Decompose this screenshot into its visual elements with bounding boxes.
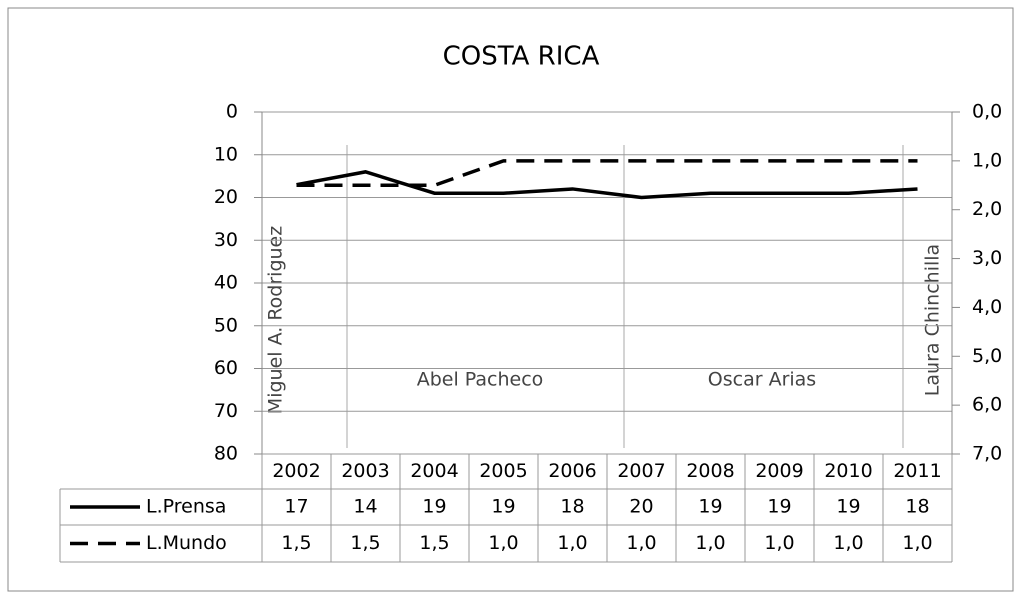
x-tick-label: 2009 xyxy=(755,460,803,482)
x-tick-label: 2008 xyxy=(686,460,734,482)
table-cell: 19 xyxy=(836,496,860,518)
table-cell: 14 xyxy=(353,496,377,518)
table-cell: 19 xyxy=(422,496,446,518)
series-line xyxy=(296,170,918,200)
y2-tick-label: 2,0 xyxy=(972,198,1002,220)
table-cell: 19 xyxy=(767,496,791,518)
table-cell: 1,0 xyxy=(626,532,656,554)
y-tick-label: 80 xyxy=(214,443,238,465)
table-cell: 1,5 xyxy=(281,532,311,554)
table-cell: 18 xyxy=(560,496,584,518)
table-cell: 1,0 xyxy=(557,532,587,554)
x-tick-label: 2007 xyxy=(617,460,665,482)
y-tick-label: 70 xyxy=(214,400,238,422)
y2-tick-label: 1,0 xyxy=(972,149,1002,171)
annotation: Laura Chinchilla xyxy=(922,244,944,396)
table-cell: 1,0 xyxy=(902,532,932,554)
series-line xyxy=(296,159,918,188)
y-tick-label: 10 xyxy=(214,143,238,165)
y-tick-label: 30 xyxy=(214,229,238,251)
y2-tick-label: 5,0 xyxy=(972,345,1002,367)
annotation: Oscar Arias xyxy=(708,369,816,391)
y2-tick-label: 3,0 xyxy=(972,247,1002,269)
x-tick-label: 2006 xyxy=(548,460,596,482)
annotation: Abel Pacheco xyxy=(417,369,544,391)
x-tick-label: 2011 xyxy=(893,460,941,482)
y-tick-label: 60 xyxy=(214,357,238,379)
y2-tick-label: 6,0 xyxy=(972,394,1002,416)
legend-label: L.Mundo xyxy=(146,532,227,554)
table-cell: 19 xyxy=(491,496,515,518)
y-tick-label: 20 xyxy=(214,186,238,208)
x-tick-label: 2003 xyxy=(341,460,389,482)
y2-tick-label: 0,0 xyxy=(972,101,1002,123)
chart-title: COSTA RICA xyxy=(443,42,600,72)
table-cell: 1,0 xyxy=(695,532,725,554)
table-cell: 1,0 xyxy=(833,532,863,554)
annotation: Miguel A. Rodriguez xyxy=(265,226,287,414)
table-cell: 20 xyxy=(629,496,653,518)
legend-label: L.Prensa xyxy=(146,496,226,518)
x-tick-label: 2002 xyxy=(272,460,320,482)
x-tick-label: 2005 xyxy=(479,460,527,482)
y2-tick-label: 7,0 xyxy=(972,443,1002,465)
y2-tick-label: 4,0 xyxy=(972,296,1002,318)
chart-frame xyxy=(7,7,1014,592)
table-cell: 17 xyxy=(284,496,308,518)
table-cell: 1,5 xyxy=(419,532,449,554)
table-cell: 18 xyxy=(905,496,929,518)
x-tick-label: 2010 xyxy=(824,460,872,482)
table-cell: 19 xyxy=(698,496,722,518)
table-cell: 1,5 xyxy=(350,532,380,554)
x-tick-label: 2004 xyxy=(410,460,458,482)
y-tick-label: 50 xyxy=(214,314,238,336)
y-tick-label: 0 xyxy=(226,101,238,123)
table-cell: 1,0 xyxy=(488,532,518,554)
y-tick-label: 40 xyxy=(214,272,238,294)
table-cell: 1,0 xyxy=(764,532,794,554)
